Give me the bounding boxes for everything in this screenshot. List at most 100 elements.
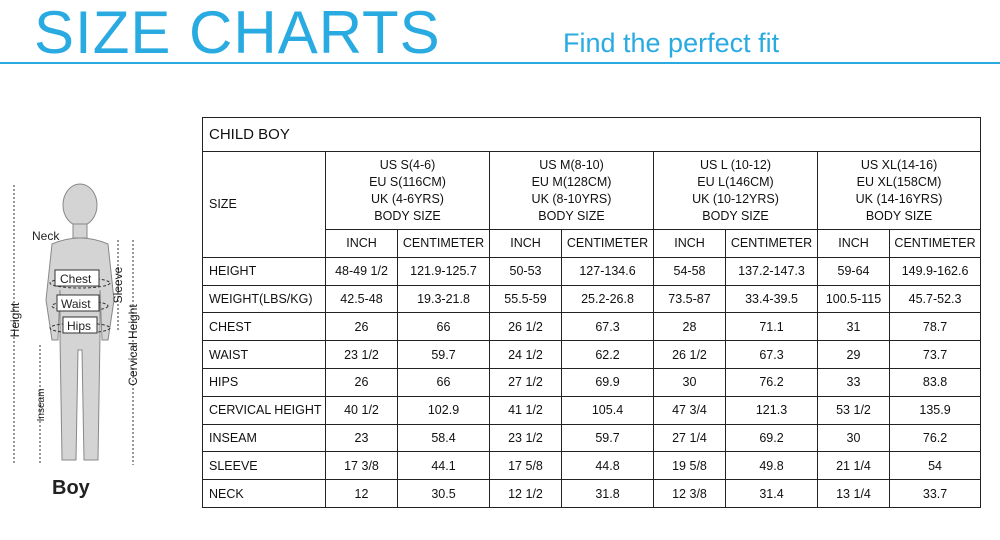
cell: 121.9-125.7 bbox=[397, 256, 490, 286]
cell: 67.3 bbox=[725, 340, 818, 369]
title-row: CHILD BOY bbox=[201, 117, 982, 152]
cell: 59-64 bbox=[817, 256, 890, 286]
cell: 12 3/8 bbox=[653, 479, 726, 508]
cell: 59.7 bbox=[561, 423, 654, 453]
row-label: INSEAM bbox=[202, 423, 326, 453]
label-inseam: Inseam bbox=[36, 389, 47, 422]
cell: 137.2-147.3 bbox=[725, 256, 818, 286]
cell: 31.4 bbox=[725, 479, 818, 508]
label-hips: Hips bbox=[67, 319, 91, 333]
cell: 31 bbox=[817, 312, 890, 342]
cell: 100.5-115 bbox=[817, 284, 890, 314]
cell: 24 1/2 bbox=[489, 340, 562, 369]
data-row: WEIGHT(LBS/KG) 42.5-48 19.3-21.8 55.5-59 25.… bbox=[202, 284, 982, 314]
cell: 73.7 bbox=[888, 340, 982, 369]
cell: 27 1/2 bbox=[489, 367, 562, 397]
cell: 30.5 bbox=[397, 479, 490, 508]
cell: 59.7 bbox=[397, 340, 490, 369]
cell: 19 5/8 bbox=[653, 451, 726, 481]
cell: 12 1/2 bbox=[489, 479, 562, 508]
size-group: US XL(14-16) EU XL(158CM) UK (14-16YRS) BOD… bbox=[816, 151, 982, 230]
cell: 21 1/4 bbox=[817, 451, 890, 481]
data-row: WAIST 23 1/2 59.7 24 1/2 62.2 26 1/2 67.3 29 73.… bbox=[202, 340, 982, 369]
table-title: CHILD BOY bbox=[201, 117, 982, 152]
row-label: WAIST bbox=[202, 340, 326, 369]
cell: 50-53 bbox=[489, 256, 562, 286]
row-label: CHEST bbox=[202, 312, 326, 342]
cell: 78.7 bbox=[888, 312, 982, 342]
size-line: EU XL(158CM) bbox=[856, 174, 942, 189]
unit-label: CENTIMETER bbox=[561, 229, 654, 258]
cell: 29 bbox=[817, 340, 890, 369]
cell: 25.2-26.8 bbox=[561, 284, 654, 314]
label-height: Height bbox=[8, 302, 22, 337]
size-line: EU S(116CM) bbox=[369, 174, 446, 189]
size-line: UK (10-12YRS) bbox=[692, 191, 779, 206]
cell: 76.2 bbox=[888, 423, 982, 453]
cell: 12 bbox=[325, 479, 398, 508]
label-neck: Neck bbox=[32, 229, 60, 243]
cell: 127-134.6 bbox=[561, 256, 654, 286]
cell: 33.4-39.5 bbox=[725, 284, 818, 314]
cell: 47 3/4 bbox=[653, 395, 726, 425]
row-label: NECK bbox=[202, 479, 326, 508]
unit-label: INCH bbox=[325, 229, 398, 258]
data-row: INSEAM 23 58.4 23 1/2 59.7 27 1/4 69.2 30 76.2 bbox=[202, 423, 982, 453]
cell: 54 bbox=[888, 451, 982, 481]
cell: 17 5/8 bbox=[489, 451, 562, 481]
size-line: BODY SIZE bbox=[865, 208, 933, 223]
cell: 66 bbox=[397, 312, 490, 342]
cell: 33 bbox=[817, 367, 890, 397]
size-label: SIZE bbox=[202, 151, 326, 258]
size-group: US L (10-12) EU L(146CM) UK (10-12YRS) BODY… bbox=[653, 151, 818, 230]
cell: 44.8 bbox=[561, 451, 654, 481]
size-table: CHILD BOY SIZE US S(4-6) EU S(116CM) UK (4-6… bbox=[201, 117, 982, 508]
size-line: BODY SIZE bbox=[374, 208, 441, 223]
unit-label: INCH bbox=[817, 229, 890, 258]
cell: 48-49 1/2 bbox=[325, 256, 398, 286]
cell: 33.7 bbox=[888, 479, 982, 508]
size-line: US L (10-12) bbox=[699, 157, 772, 172]
cell: 27 1/4 bbox=[653, 423, 726, 453]
body-figure: Neck Chest Waist Hips Height Inseam Slee… bbox=[8, 183, 140, 499]
size-header-row: SIZE US S(4-6) EU S(116CM) UK (4-6YRS) BODY … bbox=[202, 151, 982, 258]
unit-label: CENTIMETER bbox=[397, 229, 490, 258]
cell: 17 3/8 bbox=[325, 451, 398, 481]
cell: 76.2 bbox=[725, 367, 818, 397]
cell: 53 1/2 bbox=[817, 395, 890, 425]
cell: 26 bbox=[325, 312, 398, 342]
data-row: CERVICAL HEIGHT 40 1/2 102.9 41 1/2 105.4 47 … bbox=[202, 395, 982, 425]
cell: 23 bbox=[325, 423, 398, 453]
cell: 30 bbox=[817, 423, 890, 453]
size-line: UK (4-6YRS) bbox=[371, 191, 444, 206]
row-label: WEIGHT(LBS/KG) bbox=[202, 284, 326, 314]
cell: 71.1 bbox=[725, 312, 818, 342]
cell: 66 bbox=[397, 367, 490, 397]
cell: 67.3 bbox=[561, 312, 654, 342]
unit-label: CENTIMETER bbox=[888, 229, 982, 258]
cell: 121.3 bbox=[725, 395, 818, 425]
size-group: US M(8-10) EU M(128CM) UK (8-10YRS) BODY SI… bbox=[489, 151, 654, 230]
unit-label: CENTIMETER bbox=[725, 229, 818, 258]
cell: 102.9 bbox=[397, 395, 490, 425]
cell: 49.8 bbox=[725, 451, 818, 481]
cell: 45.7-52.3 bbox=[888, 284, 982, 314]
cell: 42.5-48 bbox=[325, 284, 398, 314]
row-label: HEIGHT bbox=[202, 256, 326, 286]
size-line: EU L(146CM) bbox=[697, 174, 774, 189]
cell: 105.4 bbox=[561, 395, 654, 425]
cell: 26 bbox=[325, 367, 398, 397]
cell: 73.5-87 bbox=[653, 284, 726, 314]
cell: 58.4 bbox=[397, 423, 490, 453]
header-rule bbox=[0, 62, 1000, 64]
data-row: CHEST 26 66 26 1/2 67.3 28 71.1 31 78.7 bbox=[202, 312, 982, 342]
size-line: BODY SIZE bbox=[538, 208, 605, 223]
unit-label: INCH bbox=[653, 229, 726, 258]
cell: 41 1/2 bbox=[489, 395, 562, 425]
cell: 30 bbox=[653, 367, 726, 397]
cell: 28 bbox=[653, 312, 726, 342]
cell: 44.1 bbox=[397, 451, 490, 481]
figure-caption: Boy bbox=[52, 477, 91, 499]
size-line: US S(4-6) bbox=[379, 157, 436, 172]
cell: 31.8 bbox=[561, 479, 654, 508]
